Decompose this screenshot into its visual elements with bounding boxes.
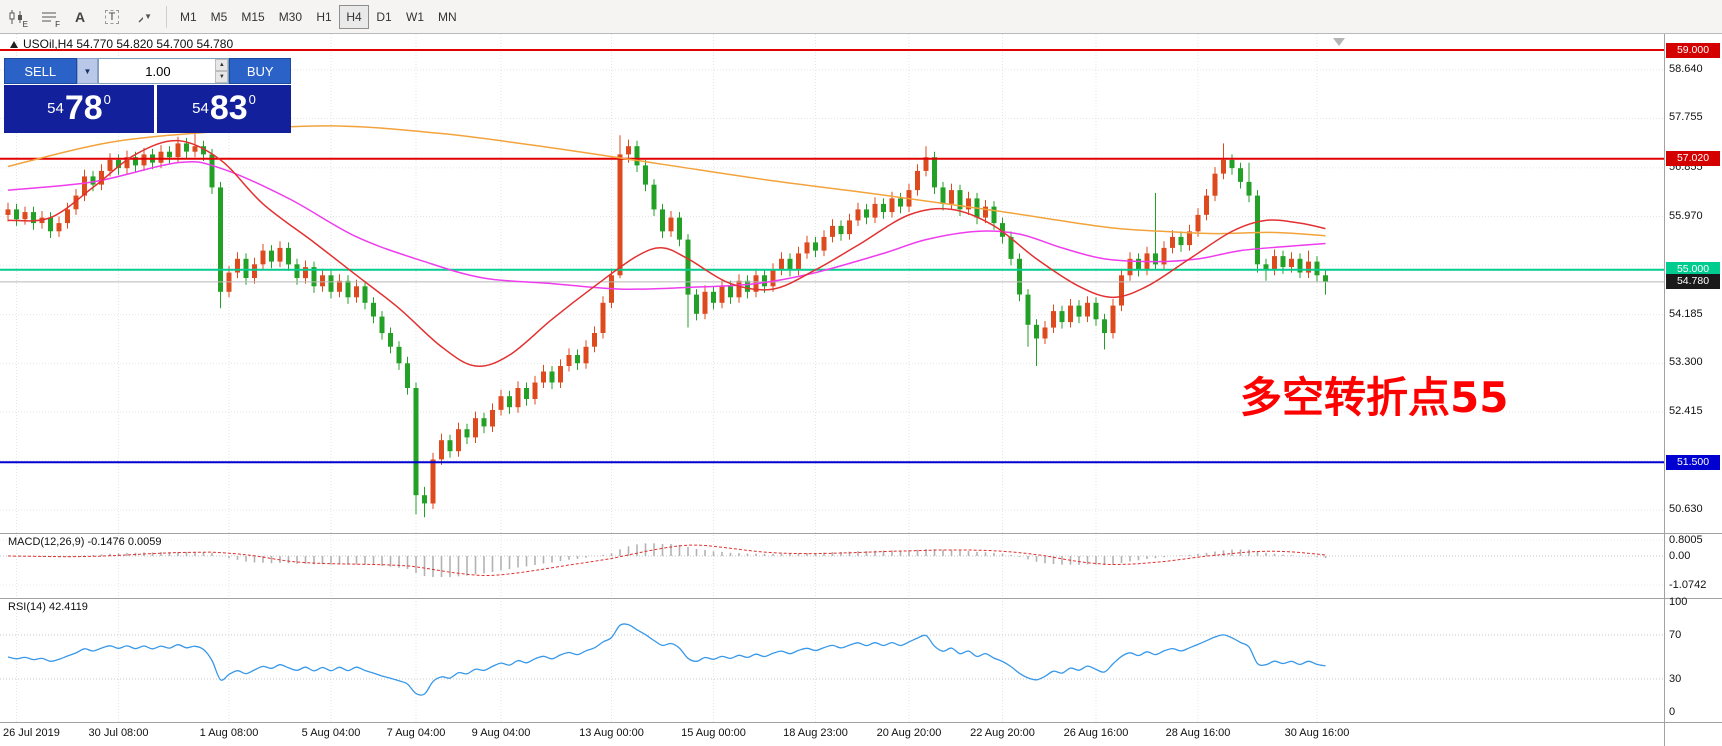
symbol-ohlc-text: USOil,H4 54.770 54.820 54.700 54.780 (23, 37, 234, 51)
icon-badge: F (55, 19, 60, 29)
timeframe-h1[interactable]: H1 (309, 5, 339, 29)
rsi-panel (0, 623, 1664, 696)
bid-price-small: 54 (47, 100, 64, 117)
trendline-cursor-icon[interactable]: ▼ (129, 4, 159, 30)
timeframe-m5[interactable]: M5 (204, 5, 235, 29)
candlestick-glyph (9, 9, 22, 24)
symbol-header: USOil,H4 54.770 54.820 54.700 54.780 (10, 37, 233, 51)
buy-button[interactable]: BUY (229, 58, 291, 84)
timeframe-m15[interactable]: M15 (234, 5, 271, 29)
ask-price-box[interactable]: 54 83 0 (157, 85, 291, 133)
volume-up-icon[interactable]: ▲ (215, 59, 229, 71)
ask-price-big: 83 (209, 89, 248, 127)
timeframe-d1[interactable]: D1 (369, 5, 399, 29)
candlestick-series (5, 132, 1328, 518)
letter-t-glyph: T (104, 9, 120, 24)
chart-annotation: 多空转折点55 (1240, 373, 1509, 422)
text-label-icon[interactable]: A (65, 4, 95, 30)
volume-spinner: ▲ ▼ (215, 59, 229, 83)
timeframe-mn[interactable]: MN (431, 5, 464, 29)
rsi-line (7, 623, 1326, 696)
price-row: 54 78 0 54 83 0 (4, 85, 291, 133)
timeframe-h4[interactable]: H4 (339, 4, 370, 29)
ma-overlays (7, 125, 1326, 368)
text-box-icon[interactable]: T (97, 4, 127, 30)
bid-price-box[interactable]: 54 78 0 (4, 85, 154, 133)
letter-a-glyph: A (74, 8, 86, 25)
toolbar-separator (166, 5, 167, 28)
icon-badge: E (22, 19, 28, 29)
order-row: SELL ▼ ▲ ▼ BUY (4, 58, 291, 84)
timeframe-w1[interactable]: W1 (399, 5, 431, 29)
panel-separators (0, 33, 1722, 746)
ask-price-sup: 0 (248, 92, 256, 107)
macd-signal-line (7, 544, 1326, 577)
ma-fast (7, 139, 1326, 368)
sell-button[interactable]: SELL (4, 58, 77, 84)
macd-panel (0, 539, 1664, 586)
bid-price-sup: 0 (103, 92, 111, 107)
chart-shift-icon[interactable] (1333, 38, 1345, 46)
ma-slow (7, 125, 1326, 237)
chart-type-icon[interactable]: E (1, 4, 31, 30)
lines-glyph (42, 12, 56, 21)
timeframe-m1[interactable]: M1 (173, 5, 204, 29)
ma-medium (7, 160, 1326, 290)
gridlines (0, 34, 1664, 722)
chevron-down-icon: ▼ (144, 12, 152, 21)
timeframe-m30[interactable]: M30 (272, 5, 309, 29)
one-click-trading-panel: SELL ▼ ▲ ▼ BUY 54 78 0 54 83 0 (4, 58, 291, 133)
ask-price-small: 54 (192, 100, 209, 117)
chart-toolbar: E F A T ▼ M1 M5 M15 M30 H1 H4 D1 (0, 0, 1722, 34)
arrow-glyph (138, 16, 144, 22)
rsi-indicator-label: RSI(14) 42.4119 (8, 601, 88, 613)
timeframe-group: M1 M5 M15 M30 H1 H4 D1 W1 MN (173, 4, 464, 29)
volume-down-icon[interactable]: ▼ (215, 71, 229, 83)
macd-indicator-label: MACD(12,26,9) -0.1476 0.0059 (8, 536, 162, 548)
volume-field: ▲ ▼ (98, 58, 230, 84)
bid-price-big: 78 (64, 89, 103, 127)
level-lines (0, 49, 1664, 464)
indicator-list-icon[interactable]: F (33, 4, 63, 30)
volume-input[interactable] (99, 59, 229, 83)
volume-dropdown-button[interactable]: ▼ (76, 58, 99, 84)
symbol-marker-icon (10, 41, 18, 48)
